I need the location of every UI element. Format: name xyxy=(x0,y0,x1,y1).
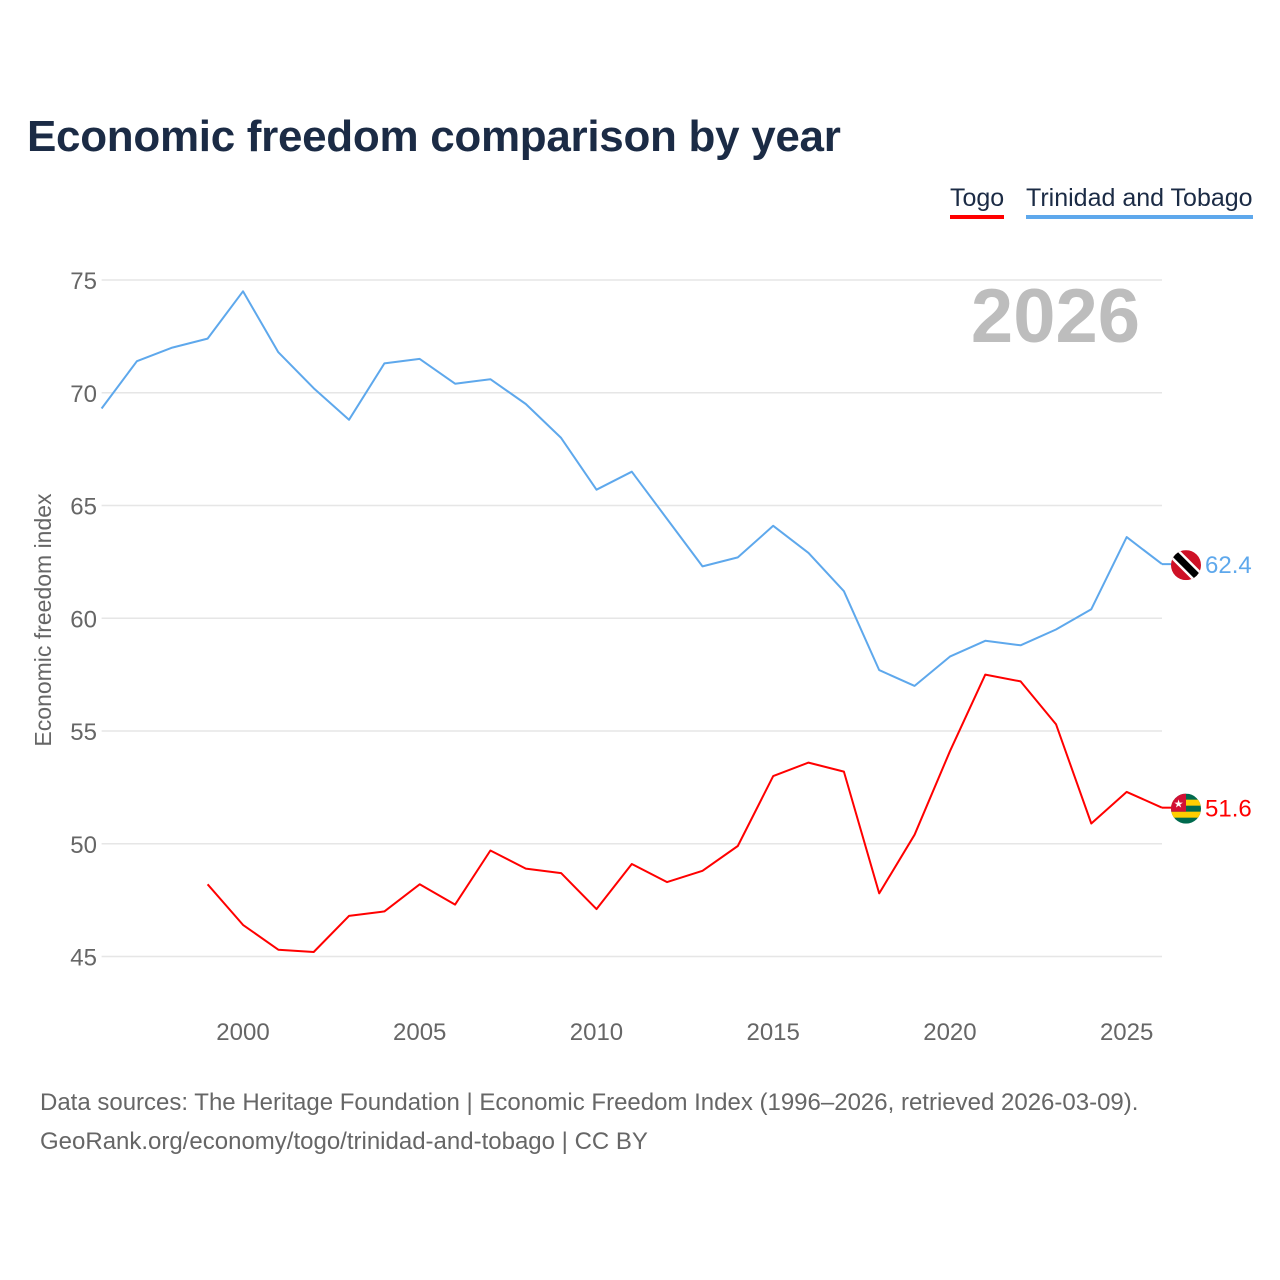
x-tick-label: 2025 xyxy=(1100,1019,1153,1046)
end-value-label-trinidad: 62.4 xyxy=(1205,552,1252,579)
x-tick-label: 2005 xyxy=(393,1019,446,1046)
y-tick-label: 60 xyxy=(70,606,97,633)
togo-flag-icon: ★ xyxy=(1171,793,1201,824)
y-axis-label: Economic freedom index xyxy=(30,493,56,747)
y-tick-label: 55 xyxy=(70,719,97,746)
y-tick-label: 65 xyxy=(70,494,97,521)
series-line-trinidad xyxy=(100,290,1163,687)
year-watermark: 2026 xyxy=(971,274,1140,359)
chart-title: Economic freedom comparison by year xyxy=(27,112,841,161)
y-tick-label: 45 xyxy=(70,945,97,972)
y-tick-label: 75 xyxy=(70,268,97,295)
trinidad-flag-icon xyxy=(1171,550,1201,581)
source-note: Data sources: The Heritage Foundation | … xyxy=(40,1089,1139,1116)
series-line-togo xyxy=(206,673,1163,953)
legend-item-togo[interactable]: Togo xyxy=(950,184,1005,219)
x-tick-label: 2000 xyxy=(216,1019,269,1046)
legend-item-trinidad-and-tobago[interactable]: Trinidad and Tobago xyxy=(1026,184,1253,219)
y-tick-label: 50 xyxy=(70,832,97,859)
x-tick-label: 2015 xyxy=(746,1019,799,1046)
x-tick-label: 2020 xyxy=(923,1019,976,1046)
y-tick-label: 70 xyxy=(70,381,97,408)
source-url: GeoRank.org/economy/togo/trinidad-and-to… xyxy=(40,1128,648,1155)
end-value-label-togo: 51.6 xyxy=(1205,796,1252,823)
x-tick-label: 2010 xyxy=(570,1019,623,1046)
svg-text:★: ★ xyxy=(1174,799,1184,811)
